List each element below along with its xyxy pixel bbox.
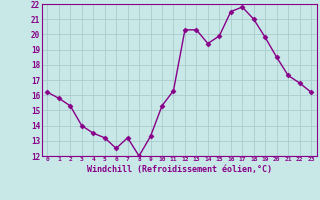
X-axis label: Windchill (Refroidissement éolien,°C): Windchill (Refroidissement éolien,°C) bbox=[87, 165, 272, 174]
